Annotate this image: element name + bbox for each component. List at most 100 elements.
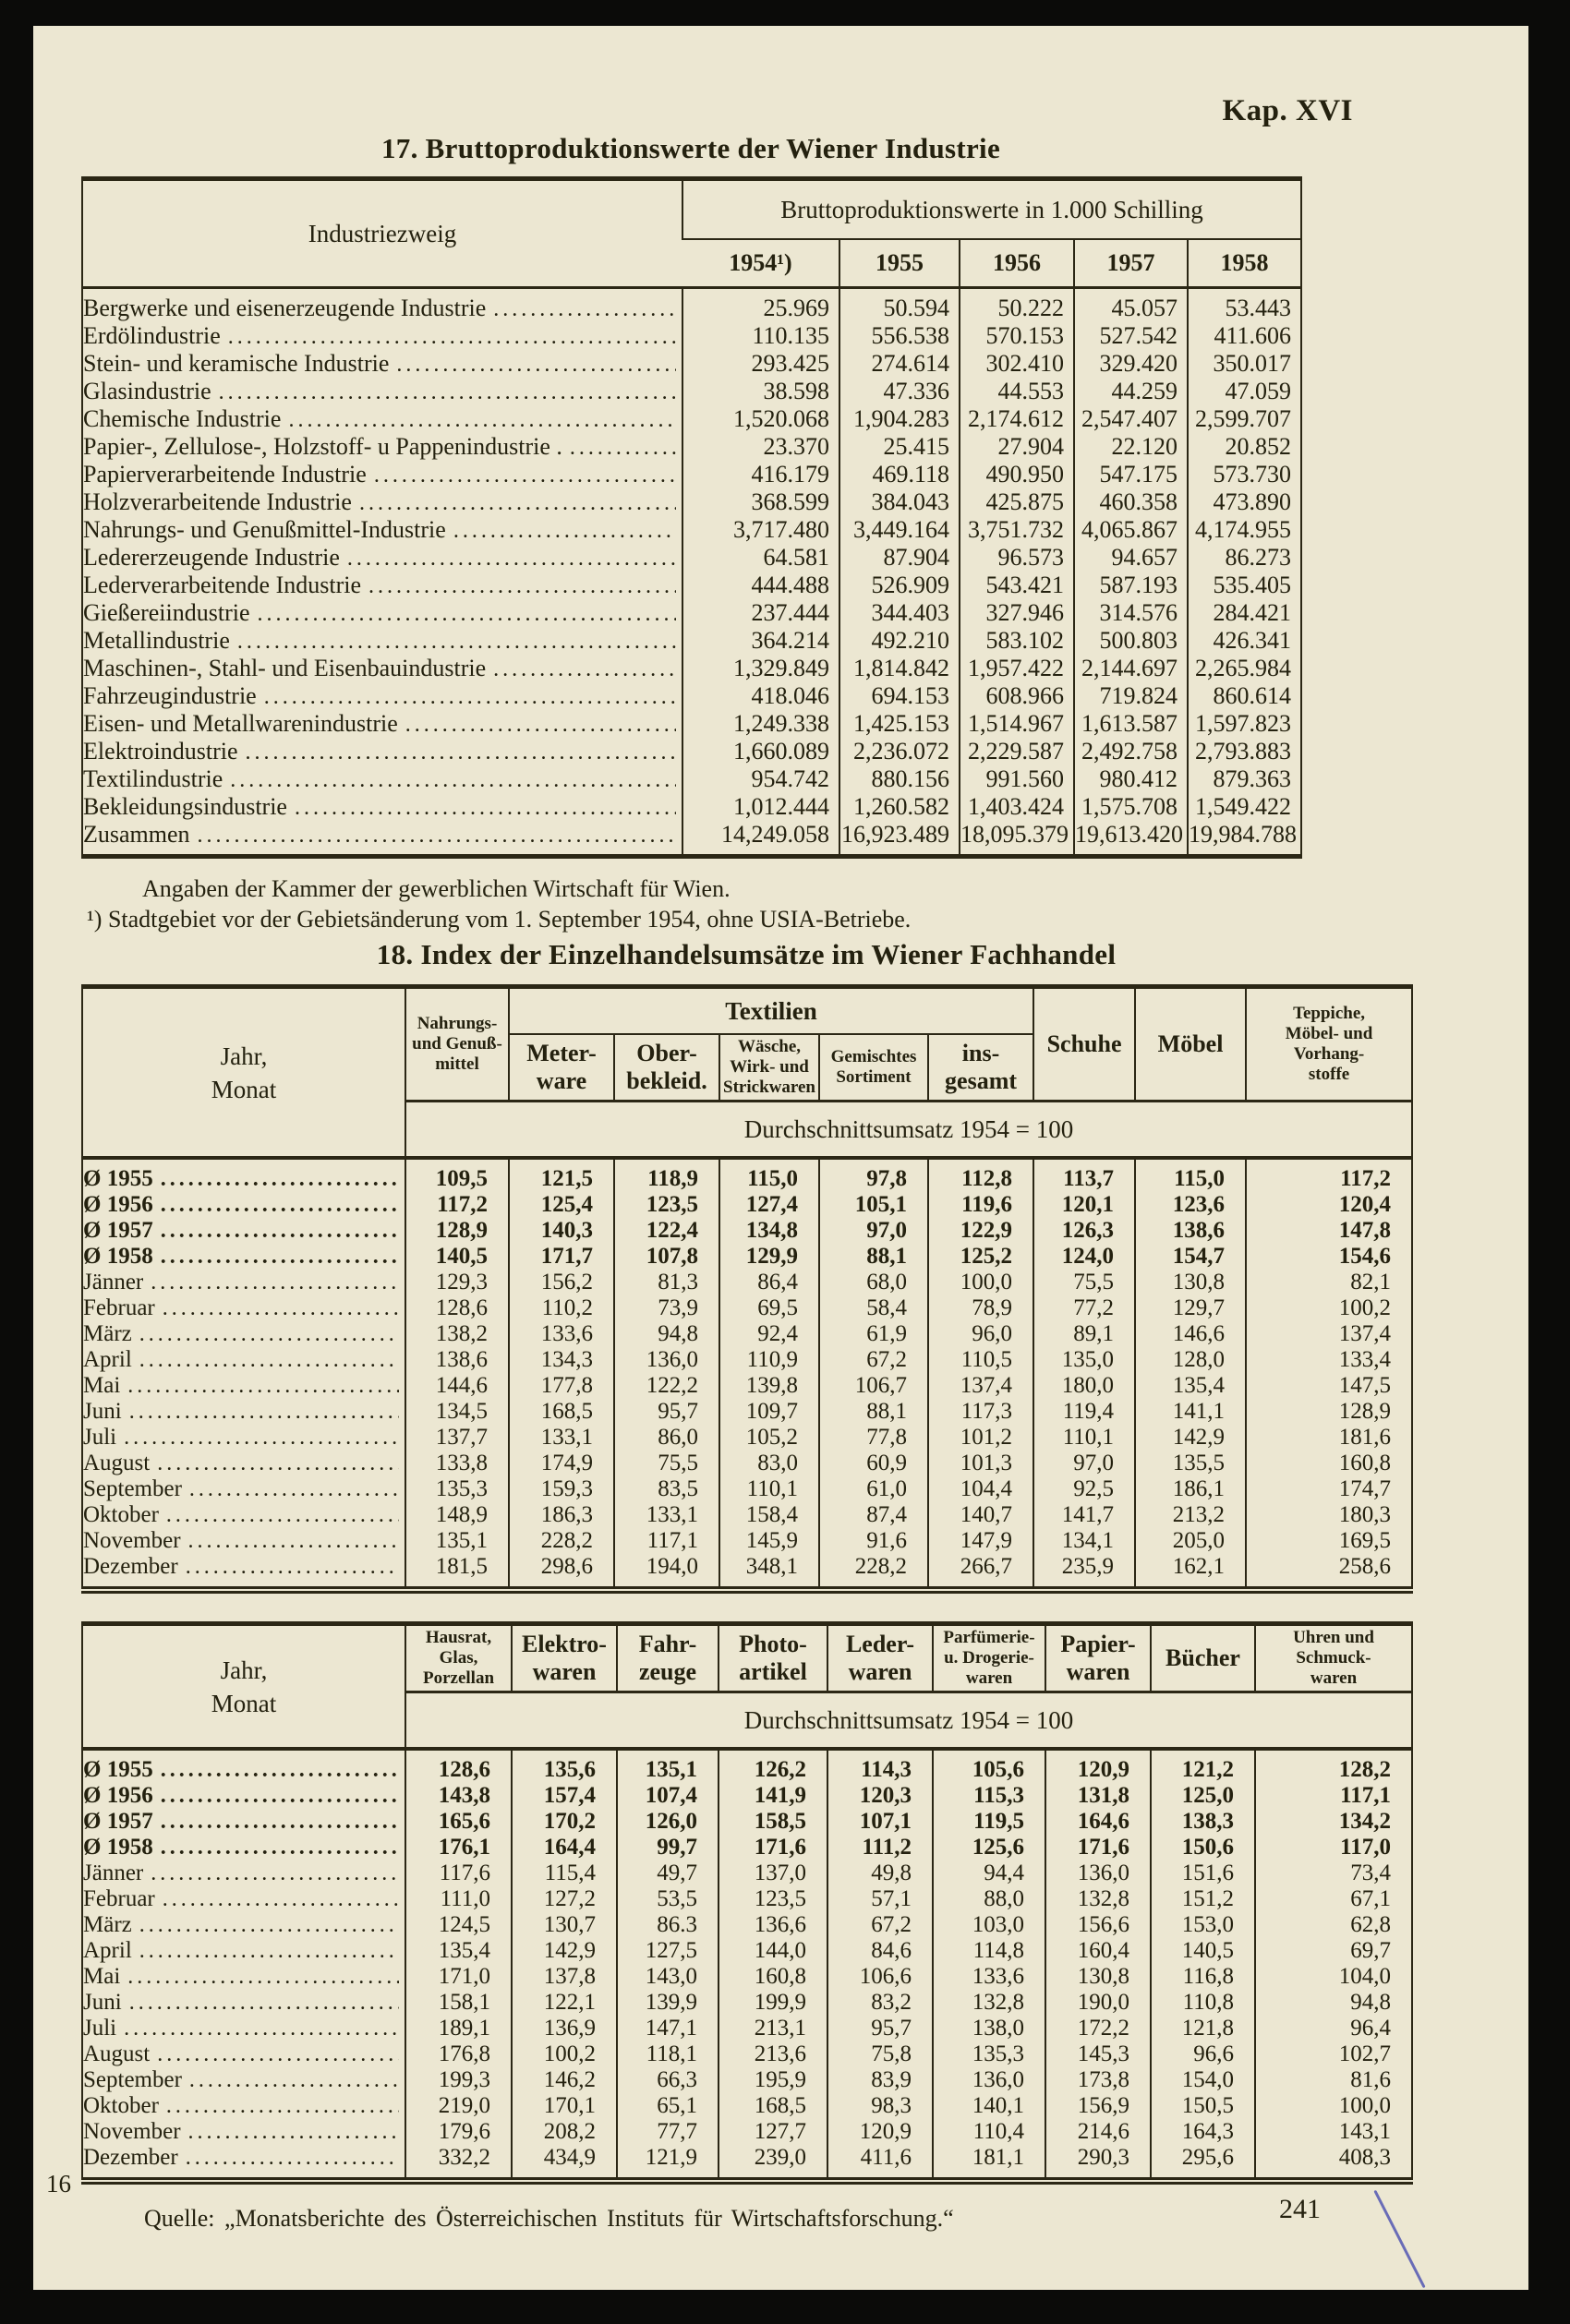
cell-value: 608.966 bbox=[959, 682, 1074, 710]
cell-value: 122,2 bbox=[613, 1373, 719, 1399]
column-header-year: 1955 bbox=[839, 239, 960, 288]
dot-leader bbox=[163, 1886, 399, 1911]
cell-value: 141,7 bbox=[1033, 1502, 1136, 1528]
row-label: Ledererzeugende Industrie bbox=[83, 544, 682, 571]
table-row: Juli137,7133,186,0105,277,8101,2110,1142… bbox=[82, 1425, 1413, 1451]
table-row: Bekleidungsindustrie1,012.4441,260.5821,… bbox=[82, 793, 1301, 821]
table-row: Maschinen-, Stahl- und Eisenbauindustrie… bbox=[82, 655, 1301, 682]
table-row: Zusammen14,249.05816,923.48918,095.37919… bbox=[82, 821, 1301, 857]
cell-value: 77,8 bbox=[818, 1425, 928, 1451]
cell-value: 128,6 bbox=[405, 1295, 509, 1321]
cell-value: 117,1 bbox=[1254, 1783, 1412, 1809]
cell-value: 151,2 bbox=[1150, 1886, 1255, 1912]
table-row: Dezember181,5298,6194,0348,1228,2266,723… bbox=[82, 1554, 1413, 1590]
cell-value: 490.950 bbox=[959, 461, 1074, 488]
cell-value: 120,4 bbox=[1245, 1192, 1413, 1218]
cell-value: 94,4 bbox=[932, 1860, 1045, 1886]
cell-value: 47.059 bbox=[1187, 378, 1301, 405]
cell-value: 114,8 bbox=[932, 1938, 1045, 1964]
cell-value: 87,4 bbox=[818, 1502, 928, 1528]
cell-value: 158,4 bbox=[719, 1502, 819, 1528]
table-row: Chemische Industrie1,520.0681,904.2832,1… bbox=[82, 405, 1301, 433]
cell-value: 181,5 bbox=[405, 1554, 509, 1590]
cell-value: 154,0 bbox=[1150, 2067, 1255, 2093]
note-kammer: Angaben der Kammer der gewerblichen Wirt… bbox=[142, 875, 731, 902]
cell-value: 181,6 bbox=[1245, 1425, 1413, 1451]
cell-value: 142,9 bbox=[511, 1938, 617, 1964]
dot-leader bbox=[188, 1528, 399, 1553]
row-label: Bekleidungsindustrie bbox=[83, 793, 682, 820]
table-row: Februar111,0127,253,5123,557,188,0132,81… bbox=[82, 1886, 1412, 1912]
row-label: Erdölindustrie bbox=[83, 322, 682, 349]
cell-value: 121,2 bbox=[1150, 1749, 1255, 1783]
cell-value: 879.363 bbox=[1187, 765, 1301, 793]
cell-value: 329.420 bbox=[1073, 350, 1188, 378]
cell-value: 416.179 bbox=[682, 461, 839, 488]
cell-value: 2,236.072 bbox=[839, 738, 960, 765]
cell-value: 162,1 bbox=[1134, 1554, 1247, 1590]
row-label: Juli bbox=[83, 1425, 405, 1450]
cell-value: 135,1 bbox=[405, 1528, 509, 1554]
cell-value: 137,4 bbox=[926, 1373, 1034, 1399]
cell-value: 117,1 bbox=[613, 1528, 719, 1554]
cell-value: 171,6 bbox=[1045, 1835, 1151, 1860]
table18a-body: Ø 1955109,5121,5118,9115,097,8112,8113,7… bbox=[82, 1158, 1413, 1590]
cell-value: 101,2 bbox=[926, 1425, 1034, 1451]
row-label: Juni bbox=[83, 1990, 405, 2015]
cell-value: 73,9 bbox=[613, 1295, 719, 1321]
cell-value: 128,9 bbox=[1245, 1399, 1413, 1425]
cell-value: 535.405 bbox=[1187, 572, 1301, 599]
cell-value: 169,5 bbox=[1245, 1528, 1413, 1554]
cell-value: 122,4 bbox=[613, 1218, 719, 1244]
cell-value: 124,0 bbox=[1033, 1244, 1136, 1270]
cell-value: 135,3 bbox=[932, 2041, 1045, 2067]
dot-leader bbox=[188, 2119, 399, 2144]
cell-value: 50.222 bbox=[959, 287, 1074, 322]
cell-value: 164,6 bbox=[1045, 1809, 1151, 1835]
table-row: April138,6134,3136,0110,967,2110,5135,01… bbox=[82, 1347, 1413, 1373]
cell-value: 137,0 bbox=[718, 1860, 827, 1886]
cell-value: 49,8 bbox=[827, 1860, 933, 1886]
cell-value: 120,1 bbox=[1033, 1192, 1136, 1218]
cell-value: 102,7 bbox=[1254, 2041, 1412, 2067]
cell-value: 131,8 bbox=[1045, 1783, 1151, 1809]
cell-value: 81,6 bbox=[1254, 2067, 1412, 2093]
cell-value: 132,8 bbox=[1045, 1886, 1151, 1912]
cell-value: 120,3 bbox=[827, 1783, 933, 1809]
cell-value: 111,2 bbox=[827, 1835, 933, 1860]
table-row: Lederverarbeitende Industrie444.488526.9… bbox=[82, 572, 1301, 599]
column-header-industriezweig: Industriezweig bbox=[308, 219, 457, 247]
cell-value: 60,9 bbox=[818, 1451, 928, 1476]
cell-value: 83,9 bbox=[827, 2067, 933, 2093]
cell-value: 1,249.338 bbox=[682, 710, 839, 738]
table-row: Bergwerke und eisenerzeugende Industrie2… bbox=[82, 287, 1301, 322]
table-row: Eisen- und Metallwarenindustrie1,249.338… bbox=[82, 710, 1301, 738]
cell-value: 128,9 bbox=[405, 1218, 509, 1244]
column-header-oberbekleid: Ober- bekleid. bbox=[613, 1034, 719, 1102]
cell-value: 1,260.582 bbox=[839, 793, 960, 821]
cell-value: 168,5 bbox=[718, 2093, 827, 2119]
cell-value: 110,5 bbox=[926, 1347, 1034, 1373]
row-label: Oktober bbox=[83, 1502, 405, 1527]
table-row: Glasindustrie38.59847.33644.55344.25947.… bbox=[82, 378, 1301, 405]
table-row: April135,4142,9127,5144,084,6114,8160,41… bbox=[82, 1938, 1412, 1964]
cell-value: 111,0 bbox=[405, 1886, 512, 1912]
cell-value: 113,7 bbox=[1033, 1158, 1136, 1192]
table18b-body: Ø 1955128,6135,6135,1126,2114,3105,6120,… bbox=[82, 1749, 1412, 2181]
column-header-schuhe: Schuhe bbox=[1033, 986, 1136, 1102]
cell-value: 3,717.480 bbox=[682, 516, 839, 544]
cell-value: 133,6 bbox=[508, 1321, 614, 1347]
cell-value: 348,1 bbox=[719, 1554, 819, 1590]
row-label: August bbox=[83, 2041, 405, 2066]
cell-value: 135,5 bbox=[1134, 1451, 1247, 1476]
cell-value: 110,1 bbox=[1033, 1425, 1136, 1451]
table18-title: 18. Index der Einzelhandelsumsätze im Wi… bbox=[376, 938, 1117, 970]
row-label: Ø 1957 bbox=[83, 1218, 405, 1243]
cell-value: 136,9 bbox=[511, 2016, 617, 2041]
cell-value: 105,1 bbox=[818, 1192, 928, 1218]
cell-value: 140,3 bbox=[508, 1218, 614, 1244]
cell-value: 115,4 bbox=[511, 1860, 617, 1886]
cell-value: 115,0 bbox=[1134, 1158, 1247, 1192]
cell-value: 138,6 bbox=[405, 1347, 509, 1373]
table-row: Ledererzeugende Industrie64.58187.90496.… bbox=[82, 544, 1301, 572]
